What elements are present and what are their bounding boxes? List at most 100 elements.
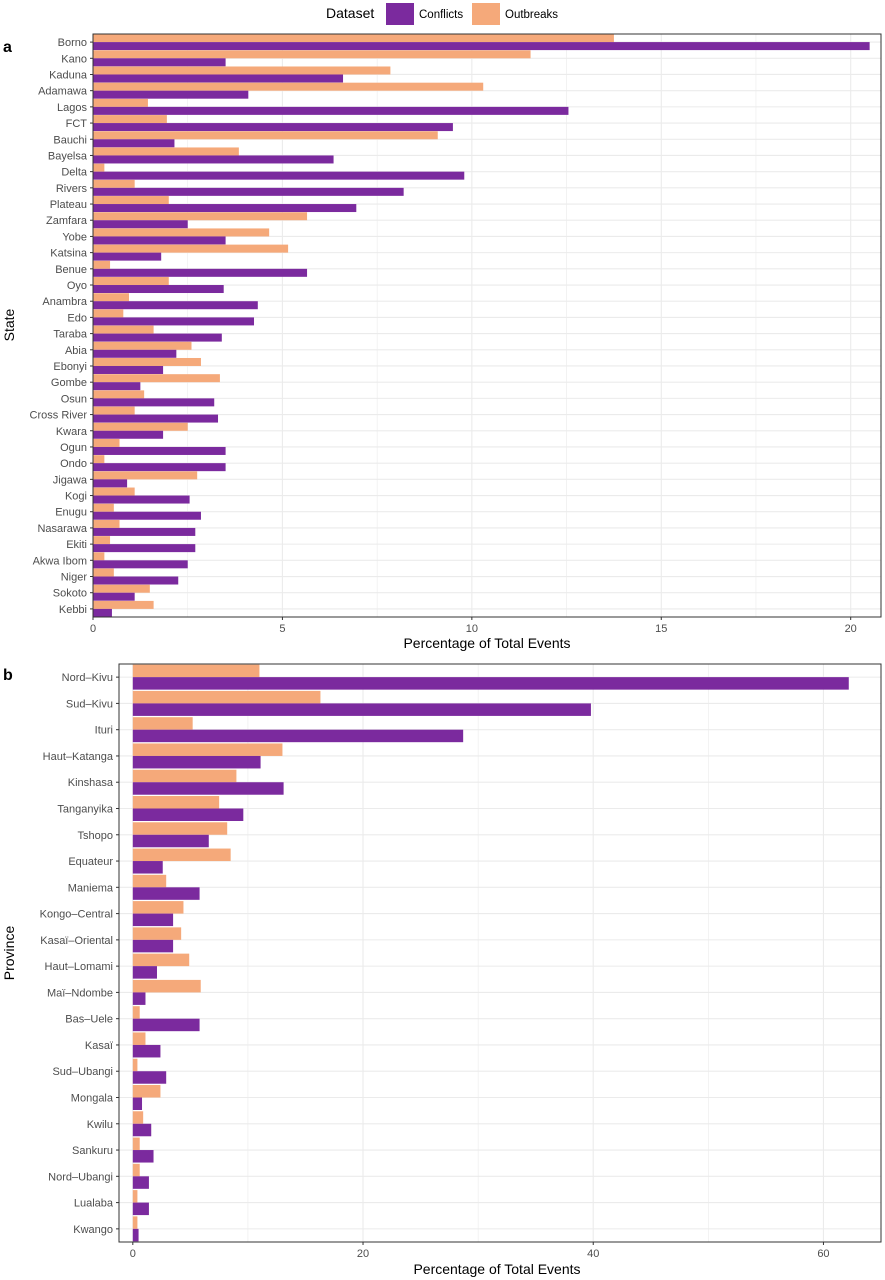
legend: Dataset Conflicts Outbreaks <box>326 3 558 25</box>
bar-outbreaks-katsina <box>93 244 289 253</box>
y-tick-label-lagos: Lagos <box>57 102 87 114</box>
bar-conflicts-bas-uele <box>132 1018 200 1032</box>
bar-conflicts-sud-ubangi <box>132 1071 167 1084</box>
bar-outbreaks-lualaba <box>132 1190 138 1203</box>
bar-outbreaks-akwa-ibom <box>93 552 105 561</box>
x-tick-label-0: 0 <box>90 623 96 635</box>
y-tick-label-anambra: Anambra <box>42 296 88 308</box>
bar-outbreaks-edo <box>93 309 124 318</box>
bar-outbreaks-ekiti <box>93 536 111 545</box>
gridlines-a <box>92 34 881 617</box>
bars-a <box>93 34 870 617</box>
bar-outbreaks-gombe <box>93 374 220 383</box>
bar-conflicts-anambra <box>93 301 258 310</box>
x-tick-label-20: 20 <box>357 1248 369 1260</box>
legend-swatch-outbreaks <box>472 3 500 25</box>
y-tick-label-cross-river: Cross River <box>30 410 88 422</box>
panel-letter-a: a <box>3 39 12 56</box>
bar-outbreaks-oyo <box>93 277 169 286</box>
bar-conflicts-bauchi <box>93 139 175 148</box>
y-tick-label-plateau: Plateau <box>50 199 87 211</box>
bar-outbreaks-nord-kivu <box>132 664 260 678</box>
bar-conflicts-bayelsa <box>93 155 334 164</box>
y-tick-label-haut-katanga: Haut–Katanga <box>43 751 114 763</box>
legend-title: Dataset <box>326 5 374 21</box>
bar-outbreaks-bayelsa <box>93 147 239 156</box>
y-tick-label-equateur: Equateur <box>68 856 113 868</box>
bar-outbreaks-kwango <box>132 1216 138 1229</box>
y-tick-label-kwango: Kwango <box>73 1224 113 1236</box>
panel-border-b <box>118 663 882 1243</box>
y-tick-label-zamfara: Zamfara <box>46 215 88 227</box>
bar-outbreaks-nasarawa <box>93 519 120 528</box>
bar-conflicts-kasai-oriental <box>132 939 174 953</box>
bar-conflicts-nord-kivu <box>132 677 849 690</box>
bar-outbreaks-enugu <box>93 503 114 512</box>
bar-outbreaks-rivers <box>93 179 135 188</box>
legend-label-outbreaks: Outbreaks <box>505 9 558 21</box>
bar-outbreaks-kongo-central <box>132 901 184 914</box>
y-tick-label-ogun: Ogun <box>60 442 87 454</box>
y-tick-label-ondo: Ondo <box>60 458 87 470</box>
bar-outbreaks-cross-river <box>93 406 135 415</box>
bar-outbreaks-jigawa <box>93 471 198 480</box>
bar-conflicts-kwara <box>93 430 164 439</box>
bar-outbreaks-bauchi <box>93 131 438 140</box>
bar-conflicts-enugu <box>93 511 201 520</box>
bar-conflicts-borno <box>93 42 870 51</box>
x-tick-labels-a: 0 5 10 15 20 <box>90 617 857 635</box>
y-tick-label-mongala: Mongala <box>71 1093 114 1105</box>
bar-outbreaks-sud-kivu <box>132 690 321 704</box>
bar-conflicts-mai-ndombe <box>132 992 146 1005</box>
bar-outbreaks-fct <box>93 115 167 124</box>
x-axis-title-b: Percentage of Total Events <box>413 1261 580 1277</box>
y-tick-label-mai-ndombe: Maï–Ndombe <box>47 987 113 999</box>
x-axis-title-a: Percentage of Total Events <box>403 635 570 651</box>
bar-conflicts-sud-kivu <box>132 703 591 716</box>
bar-conflicts-ekiti <box>93 544 196 553</box>
bar-conflicts-equateur <box>132 861 163 874</box>
bars-b <box>132 664 849 1242</box>
bar-outbreaks-kwilu <box>132 1111 144 1124</box>
bar-outbreaks-niger <box>93 568 114 577</box>
bar-outbreaks-maniema <box>132 874 167 888</box>
y-tick-label-borno: Borno <box>58 37 87 49</box>
bar-conflicts-ogun <box>93 446 226 455</box>
y-tick-label-bauchi: Bauchi <box>53 134 87 146</box>
bar-outbreaks-sankuru <box>132 1137 140 1151</box>
bar-outbreaks-abia <box>93 341 192 350</box>
bar-outbreaks-ebonyi <box>93 357 201 366</box>
y-tick-label-sud-kivu: Sud–Kivu <box>66 698 113 710</box>
y-tick-label-benue: Benue <box>55 264 87 276</box>
y-tick-label-kinshasa: Kinshasa <box>68 777 114 789</box>
y-tick-label-bayelsa: Bayelsa <box>48 150 88 162</box>
bar-outbreaks-kogi <box>93 487 135 496</box>
y-tick-label-adamawa: Adamawa <box>38 86 88 98</box>
y-tick-label-niger: Niger <box>61 572 88 584</box>
bar-outbreaks-yobe <box>93 228 270 237</box>
y-tick-label-enugu: Enugu <box>55 507 87 519</box>
y-tick-label-akwa-ibom: Akwa Ibom <box>33 555 87 567</box>
bar-conflicts-jigawa <box>93 479 128 488</box>
bar-conflicts-sankuru <box>132 1150 154 1163</box>
bar-outbreaks-adamawa <box>93 82 484 91</box>
bar-conflicts-ebonyi <box>93 365 164 374</box>
bar-outbreaks-haut-katanga <box>132 743 283 756</box>
panel-a: a Borno Kano Kaduna Adamawa Lagos FCT Bauchi Ba… <box>1 33 882 651</box>
y-tick-label-kasai: Kasaï <box>85 1040 114 1052</box>
bar-outbreaks-kaduna <box>93 66 391 75</box>
bar-conflicts-osun <box>93 398 215 407</box>
x-tick-label-60: 60 <box>817 1248 829 1260</box>
bar-conflicts-gombe <box>93 382 141 391</box>
y-tick-label-tshopo: Tshopo <box>78 830 113 842</box>
gridlines-b <box>119 664 881 1242</box>
bar-outbreaks-lagos <box>93 98 148 107</box>
bar-outbreaks-ondo <box>93 455 105 464</box>
bar-conflicts-tanganyika <box>132 808 244 821</box>
y-tick-label-ituri: Ituri <box>95 725 113 737</box>
y-tick-label-sud-ubangi: Sud–Ubangi <box>52 1066 113 1078</box>
x-tick-label-10: 10 <box>466 623 478 635</box>
y-tick-label-ekiti: Ekiti <box>66 539 87 551</box>
bar-conflicts-niger <box>93 576 179 585</box>
bar-conflicts-fct <box>93 123 453 132</box>
